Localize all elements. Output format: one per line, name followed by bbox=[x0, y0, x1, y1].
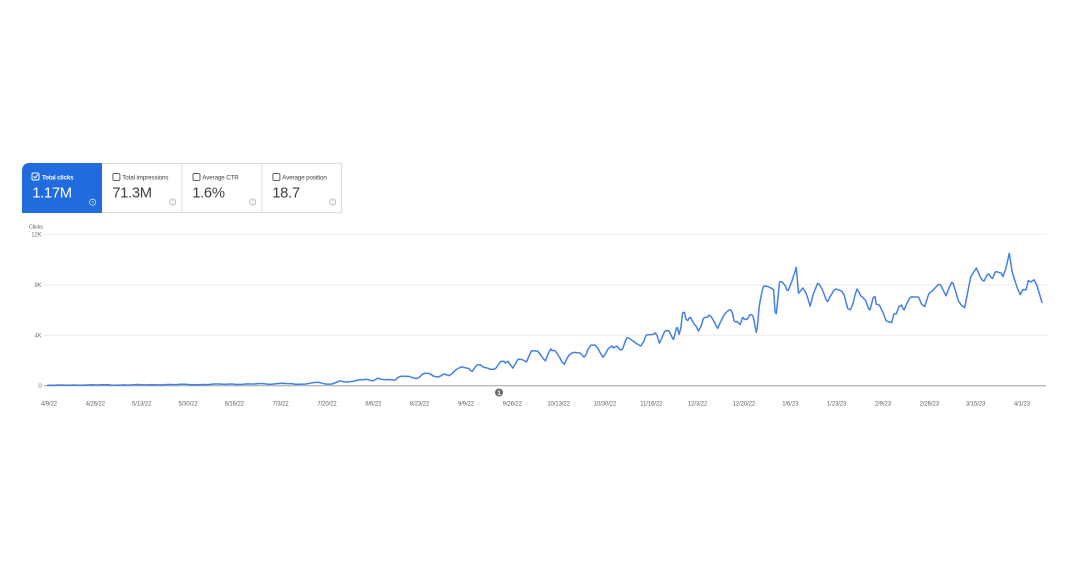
svg-text:Average position: Average position bbox=[282, 174, 327, 181]
svg-text:6/16/22: 6/16/22 bbox=[225, 401, 245, 407]
svg-text:8/6/22: 8/6/22 bbox=[365, 401, 382, 407]
svg-text:4/1/23: 4/1/23 bbox=[1014, 401, 1031, 407]
svg-text:7/3/22: 7/3/22 bbox=[273, 401, 290, 407]
svg-text:2/9/23: 2/9/23 bbox=[875, 401, 892, 407]
svg-text:2/26/23: 2/26/23 bbox=[920, 401, 940, 407]
svg-text:12K: 12K bbox=[31, 233, 41, 239]
svg-text:18.7: 18.7 bbox=[272, 185, 300, 201]
svg-text:12/20/22: 12/20/22 bbox=[733, 401, 756, 407]
svg-text:1/6/23: 1/6/23 bbox=[782, 401, 799, 407]
svg-text:3/15/23: 3/15/23 bbox=[966, 401, 986, 407]
svg-text:12/3/22: 12/3/22 bbox=[688, 401, 708, 407]
svg-text:5/30/22: 5/30/22 bbox=[178, 401, 198, 407]
svg-text:?: ? bbox=[91, 200, 94, 205]
svg-text:?: ? bbox=[331, 200, 334, 205]
svg-text:10/30/22: 10/30/22 bbox=[594, 401, 617, 407]
svg-text:Average CTR: Average CTR bbox=[202, 174, 239, 181]
svg-text:0: 0 bbox=[38, 384, 42, 390]
svg-text:11/16/22: 11/16/22 bbox=[640, 401, 663, 407]
svg-text:4K: 4K bbox=[34, 334, 41, 340]
svg-text:9/26/22: 9/26/22 bbox=[503, 401, 523, 407]
svg-text:1.17M: 1.17M bbox=[32, 185, 71, 201]
svg-text:4/9/22: 4/9/22 bbox=[41, 401, 58, 407]
svg-text:8/23/22: 8/23/22 bbox=[410, 401, 430, 407]
svg-text:1/23/23: 1/23/23 bbox=[827, 401, 847, 407]
svg-text:?: ? bbox=[251, 200, 254, 205]
svg-text:4/26/22: 4/26/22 bbox=[86, 401, 106, 407]
svg-text:7/20/22: 7/20/22 bbox=[317, 401, 337, 407]
svg-text:?: ? bbox=[171, 200, 174, 205]
svg-text:5/13/22: 5/13/22 bbox=[132, 401, 152, 407]
svg-text:9/9/22: 9/9/22 bbox=[458, 401, 475, 407]
svg-text:8K: 8K bbox=[34, 283, 41, 289]
svg-text:10/13/22: 10/13/22 bbox=[547, 401, 570, 407]
svg-text:1: 1 bbox=[497, 391, 501, 397]
svg-text:1.6%: 1.6% bbox=[192, 185, 225, 201]
svg-text:Clicks: Clicks bbox=[29, 225, 44, 231]
svg-text:71.3M: 71.3M bbox=[112, 185, 151, 201]
svg-text:Total impressions: Total impressions bbox=[122, 174, 168, 181]
svg-text:Total clicks: Total clicks bbox=[42, 174, 74, 181]
